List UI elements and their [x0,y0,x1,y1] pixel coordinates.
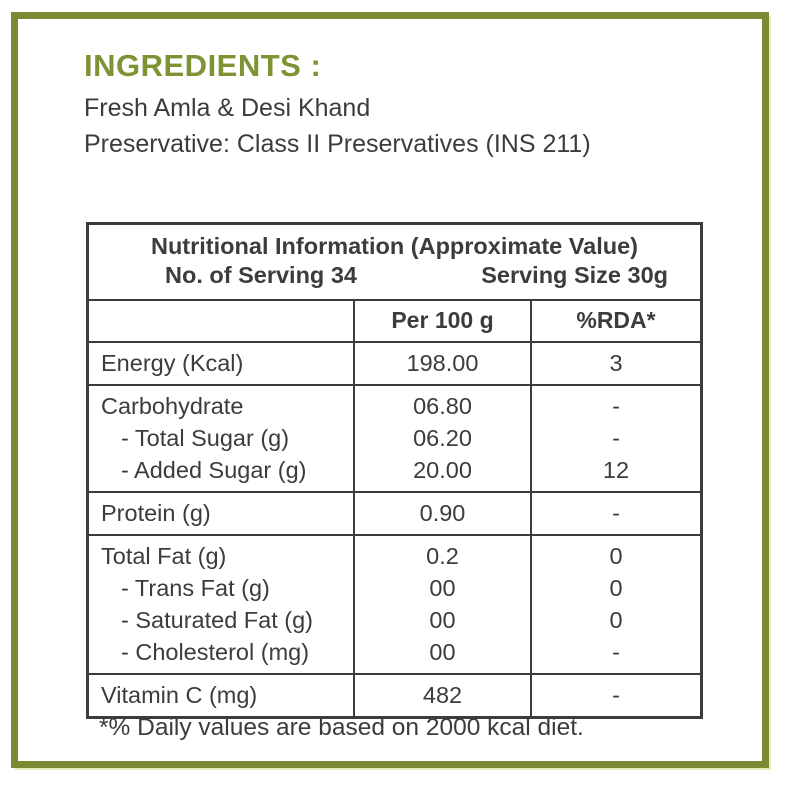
rda-cell: - [530,493,700,534]
nutrient-label: Energy (Kcal) [101,350,244,376]
rda-cell: - - 12 [530,386,700,491]
nutrition-table-header: Nutritional Information (Approximate Val… [89,225,700,299]
per-100g-value: 0.2 [426,543,459,569]
nutrition-table: Nutritional Information (Approximate Val… [86,222,703,719]
table-row: Vitamin C (mg) 482 - [89,673,700,716]
per-100g-cell: 06.80 06.20 20.00 [353,386,530,491]
per-100g-value: 0.90 [419,500,466,526]
nutrient-label-cell: Vitamin C (mg) [89,675,353,716]
rda-value: - [612,425,620,451]
per-100g-value: 20.00 [413,457,472,483]
nutrient-label: Carbohydrate [101,393,244,419]
per-100g-cell: 198.00 [353,343,530,384]
table-rows: Energy (Kcal) 198.00 3 Carbohydrate - Total … [89,341,700,716]
rda-value: 12 [602,457,630,483]
rda-value: 0 [609,607,623,633]
rda-value: - [612,393,620,419]
servings-count: No. of Serving 34 [165,262,357,288]
per-100g-value: 482 [422,682,463,708]
per-100g-value: 00 [429,607,456,633]
rda-value: - [612,682,620,708]
rda-column-header: %RDA* [530,301,700,341]
table-row: Energy (Kcal) 198.00 3 [89,341,700,384]
nutrient-label: Protein (g) [101,500,211,526]
column-header-row: Per 100 g %RDA* [89,299,700,341]
rda-cell: 3 [530,343,700,384]
rda-value: 0 [609,575,623,601]
per-100g-value: 06.20 [413,425,472,451]
table-row: Total Fat (g) - Trans Fat (g) - Saturated … [89,534,700,673]
nutrient-label-cell: Total Fat (g) - Trans Fat (g) - Saturated … [89,536,353,673]
per-100g-cell: 0.2 00 00 00 [353,536,530,673]
nutrient-column-header [89,301,353,341]
nutrition-table-title: Nutritional Information (Approximate Val… [150,233,638,259]
table-row: Carbohydrate - Total Sugar (g) - Added Sug… [89,384,700,491]
rda-value: - [612,500,620,526]
nutrient-label-cell: Energy (Kcal) [89,343,353,384]
nutrient-label-cell: Carbohydrate - Total Sugar (g) - Added Sug… [89,386,353,491]
per-100g-value: 00 [429,575,456,601]
per-100g-cell: 482 [353,675,530,716]
serving-info-row: No. of Serving 34 Serving Size 30g [89,261,700,290]
rda-value: - [612,639,620,665]
rda-cell: 0 0 0 - [530,536,700,673]
nutrient-label: Vitamin C (mg) [101,682,258,708]
nutrient-label: - Added Sugar (g) [121,457,307,483]
rda-value: 3 [609,350,623,376]
serving-size: Serving Size 30g [481,262,668,288]
table-row: Protein (g) 0.90 - [89,491,700,534]
nutrient-label-cell: Protein (g) [89,493,353,534]
per-100g-cell: 0.90 [353,493,530,534]
ingredients-list: Fresh Amla & Desi Khand Preservative: Cl… [84,90,591,162]
nutrient-label: - Trans Fat (g) [121,575,270,601]
rda-value: 0 [609,543,623,569]
nutrient-label: - Total Sugar (g) [121,425,290,451]
ingredient-line: Fresh Amla & Desi Khand [84,94,371,122]
nutrient-label: - Saturated Fat (g) [121,607,313,633]
rda-cell: - [530,675,700,716]
ingredients-heading: INGREDIENTS : [84,48,322,83]
per-100g-value: 00 [429,639,456,665]
per-100g-value: 06.80 [413,393,472,419]
nutrient-label: - Cholesterol (mg) [121,639,310,665]
per-100g-column-header: Per 100 g [353,301,530,341]
preservative-line: Preservative: Class II Preservatives (IN… [84,130,591,158]
nutrient-label: Total Fat (g) [101,543,227,569]
per-100g-value: 198.00 [406,350,479,376]
daily-value-footnote: *% Daily values are based on 2000 kcal d… [99,714,584,741]
